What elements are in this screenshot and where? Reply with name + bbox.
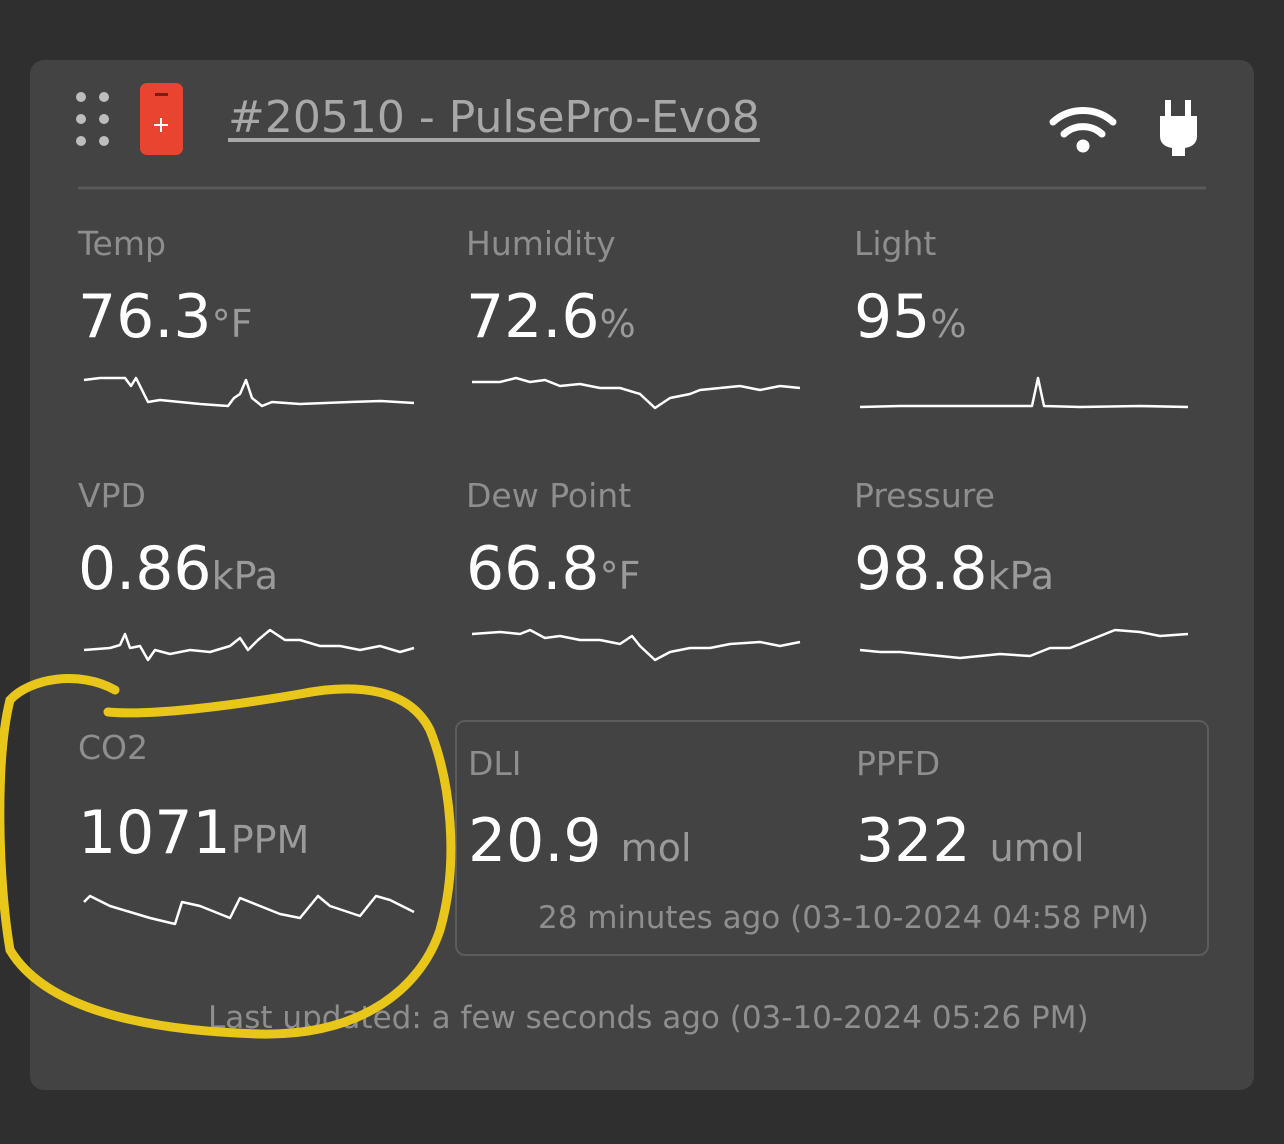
unit: mol	[620, 826, 692, 870]
drag-handle[interactable]	[76, 92, 109, 146]
metric-label: CO2	[78, 728, 149, 767]
unit: umol	[989, 826, 1085, 870]
value: 1071	[78, 798, 231, 868]
light-note: 28 minutes ago (03-10-2024 04:58 PM)	[538, 900, 1149, 936]
value: 66.8	[466, 534, 600, 604]
metric-label: Pressure	[854, 476, 995, 515]
value: 322	[856, 806, 971, 876]
device-title[interactable]: #20510 - PulsePro-Evo8	[228, 92, 760, 143]
value: 0.86	[78, 534, 212, 604]
metric-label: Temp	[78, 224, 166, 263]
unit: PPM	[230, 818, 310, 862]
wifi-icon	[1049, 107, 1117, 153]
metric-label: Light	[854, 224, 937, 263]
metric-value: 1071PPM	[78, 798, 309, 868]
value: 76.3	[78, 282, 212, 352]
unit: %	[930, 302, 967, 346]
light-panel	[455, 720, 1209, 956]
sparkline	[472, 376, 801, 410]
sparkline	[83, 894, 415, 926]
plug-icon	[1160, 100, 1197, 156]
sparkline	[83, 628, 415, 662]
unit: °F	[599, 554, 641, 598]
metric-label: DLI	[468, 744, 522, 783]
metric-value: 98.8kPa	[854, 534, 1054, 604]
device-icon	[140, 83, 183, 155]
device-card	[30, 60, 1254, 1090]
metric-value: 0.86kPa	[78, 534, 278, 604]
unit: %	[599, 302, 636, 346]
value: 72.6	[466, 282, 600, 352]
metric-value: 20.9 mol	[468, 806, 692, 876]
sparkline	[83, 376, 415, 408]
unit: kPa	[987, 554, 1055, 598]
metric-value: 95%	[854, 282, 966, 352]
metric-label: Humidity	[466, 224, 616, 263]
sparkline	[471, 628, 801, 662]
annotation-circle	[0, 674, 456, 1039]
sparkline	[859, 376, 1189, 409]
metric-value: 72.6%	[466, 282, 636, 352]
unit: kPa	[211, 554, 279, 598]
sparkline	[859, 628, 1189, 660]
value: 98.8	[854, 534, 988, 604]
value: 95	[854, 282, 931, 352]
metric-value: 76.3°F	[78, 282, 252, 352]
metric-label: PPFD	[856, 744, 941, 783]
value: 20.9	[468, 806, 602, 876]
metric-label: VPD	[78, 476, 146, 515]
unit: °F	[211, 302, 253, 346]
metric-label: Dew Point	[466, 476, 632, 515]
metric-value: 66.8°F	[466, 534, 640, 604]
metric-value: 322 umol	[856, 806, 1085, 876]
